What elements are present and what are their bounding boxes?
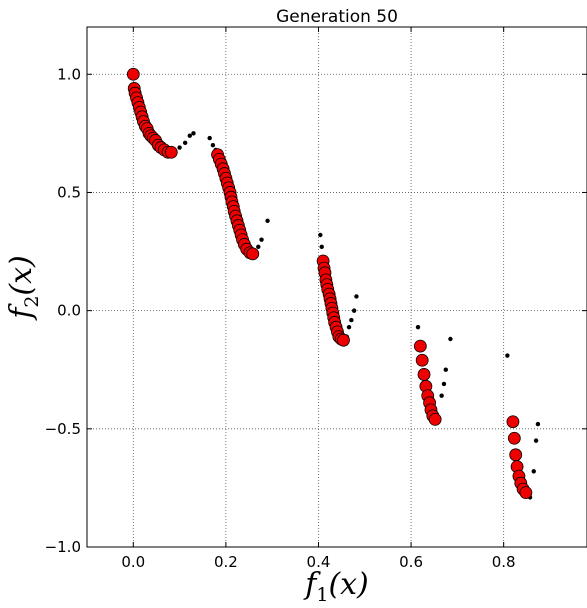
population-point (354, 294, 359, 299)
population-point (533, 438, 539, 443)
population-point (351, 308, 357, 313)
x-tick-label: 0.2 (214, 553, 238, 571)
population-point (441, 381, 447, 387)
y-tick-label: 0.0 (57, 302, 81, 320)
x-axis-label-sub: 1 (316, 584, 328, 603)
y-axis-label-arg: (x) (4, 255, 39, 295)
population-point (349, 317, 354, 323)
front-point (506, 415, 520, 429)
y-tick-label: −0.5 (45, 420, 81, 438)
front-point (509, 448, 523, 462)
population-point (207, 135, 212, 141)
chart-title: Generation 50 (276, 7, 398, 27)
x-tick-label: 0.0 (121, 553, 145, 571)
population-point (319, 244, 324, 250)
y-axis-label: f2(x) (4, 255, 43, 321)
x-axis-label-arg: (x) (328, 567, 368, 602)
x-axis-label: f1(x) (303, 567, 369, 603)
population-point (439, 393, 444, 398)
front-point (246, 247, 260, 261)
population-point (256, 244, 261, 250)
population-point (177, 145, 182, 150)
population-point (535, 421, 541, 427)
x-tick-label: 0.8 (492, 553, 516, 571)
population-point (443, 367, 448, 372)
population-point (448, 336, 453, 342)
front-point (417, 368, 431, 381)
data-points (126, 67, 541, 500)
front-point (337, 333, 350, 347)
population-point (415, 324, 421, 330)
y-tick-label: −1.0 (45, 538, 81, 556)
y-tick-label: 1.0 (57, 65, 81, 83)
front-point (126, 67, 140, 81)
population-point (259, 237, 264, 242)
front-point (415, 353, 429, 367)
axis-ticks: 0.0 0.2 0.4 0.6 0.8 −1.0 −0.5 0.0 0.5 1.0 (45, 27, 587, 571)
front-point (519, 486, 533, 500)
plot-frame (86, 26, 587, 548)
x-tick-label: 0.6 (399, 553, 423, 571)
population-point (505, 353, 510, 358)
population-point (346, 324, 352, 330)
front-point (413, 339, 427, 353)
population-point (191, 131, 196, 136)
y-axis-label-sub: 2 (21, 296, 43, 308)
front-point (428, 412, 442, 426)
front-point (507, 431, 521, 445)
population-point (210, 142, 216, 148)
x-tick-label: 0.4 (307, 553, 331, 571)
population-point (187, 133, 192, 138)
population-point (318, 232, 323, 238)
population-point (265, 218, 270, 224)
front-point (164, 145, 178, 159)
population-point (182, 140, 188, 146)
y-tick-label: 0.5 (57, 183, 81, 201)
population-point (531, 469, 536, 474)
